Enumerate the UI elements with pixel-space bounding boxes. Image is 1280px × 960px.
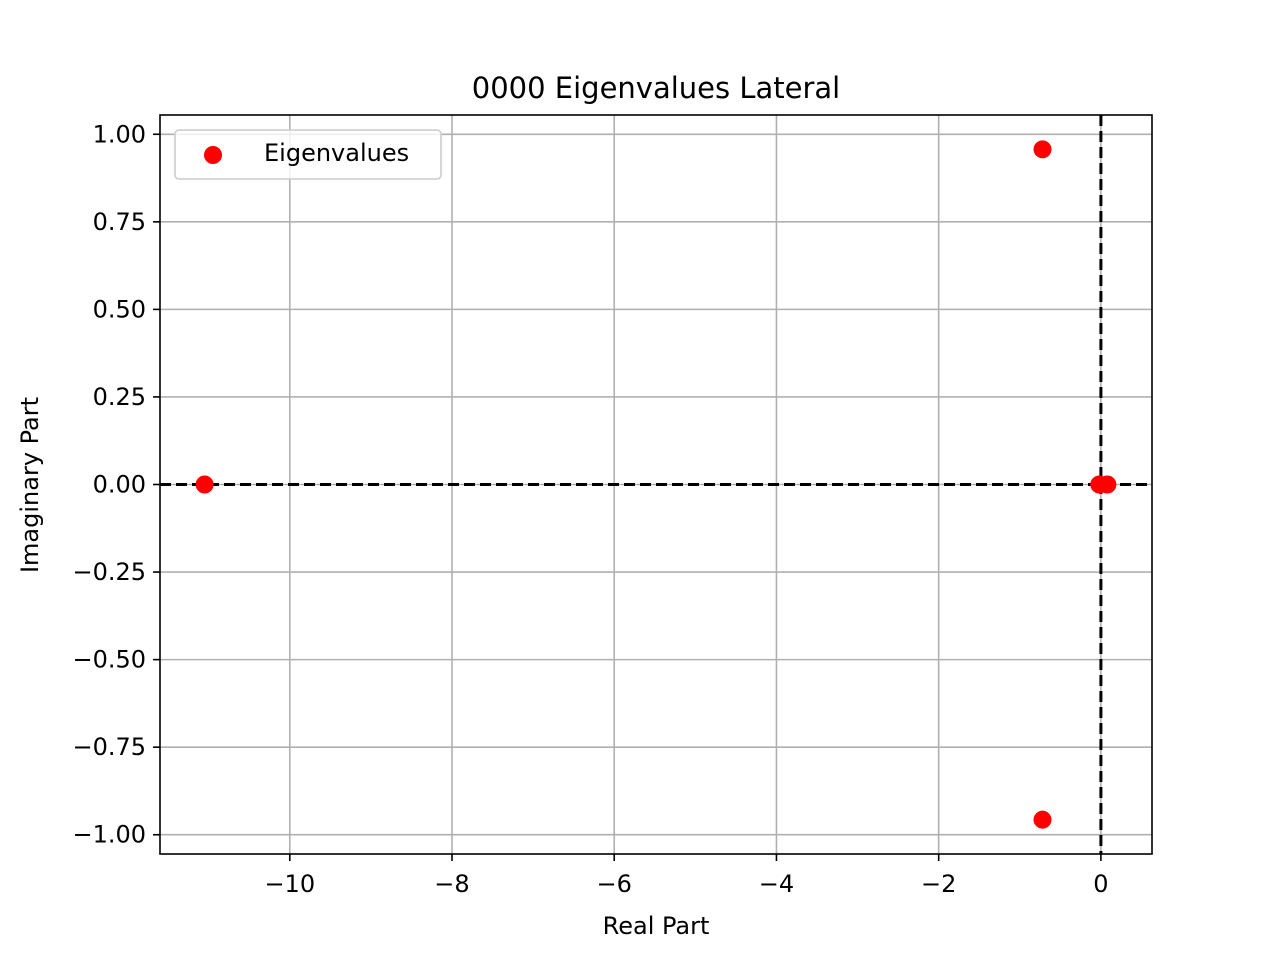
y-axis-ticks: 1.00 0.75 0.50 0.25 0.00 −0.25 −0.50 −0.75 −1.00 [72, 120, 160, 849]
legend-label: Eigenvalues [264, 139, 409, 167]
legend: Eigenvalues [174, 129, 442, 180]
y-axis-title: Imaginary Part [16, 397, 44, 573]
y-tick-label: 0.75 [93, 208, 146, 236]
x-tick-label: −2 [921, 870, 956, 898]
x-tick-label: −6 [597, 870, 632, 898]
y-tick-label: −0.50 [72, 646, 146, 674]
y-tick-label: 0.50 [93, 295, 146, 323]
y-tick-label: −1.00 [72, 821, 146, 849]
data-points [195, 140, 1117, 829]
legend-box [174, 129, 442, 180]
y-tick-label: 0.00 [93, 471, 146, 499]
x-axis-title: Real Part [603, 912, 710, 940]
x-tick-label: −10 [264, 870, 315, 898]
eigenvalue-point [1033, 140, 1052, 159]
y-tick-label: −0.25 [72, 558, 146, 586]
eigenvalue-point [1098, 475, 1117, 494]
legend-marker [204, 146, 222, 164]
x-tick-label: 0 [1093, 870, 1108, 898]
x-axis-ticks: −10 −8 −6 −4 −2 0 [264, 854, 1109, 898]
chart-title: 0000 Eigenvalues Lateral [472, 71, 840, 105]
y-tick-label: 1.00 [93, 120, 146, 148]
x-tick-label: −4 [759, 870, 794, 898]
eigenvalue-point [1033, 810, 1052, 829]
x-tick-label: −8 [434, 870, 469, 898]
eigenvalue-point [195, 475, 214, 494]
y-tick-label: −0.75 [72, 733, 146, 761]
y-tick-label: 0.25 [93, 383, 146, 411]
